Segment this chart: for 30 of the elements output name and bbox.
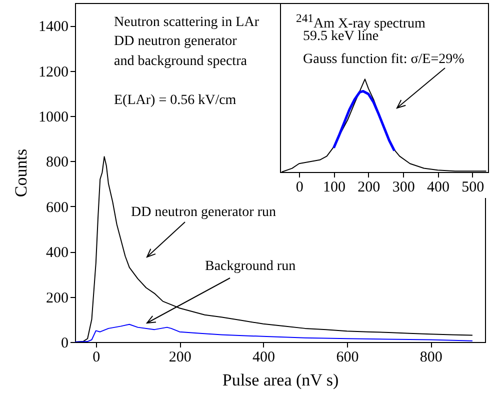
y-tick-label: 400 [46,245,68,262]
annotation: DD neutron generator run [131,205,276,221]
y-tick-label: 1400 [38,19,68,36]
x-tick-label: 600 [336,350,359,366]
x-tick-label: 0 [92,350,100,366]
x-tick-label: 500 [462,180,484,196]
x-tick-label: 200 [358,180,380,196]
annotation: Background run [205,259,296,275]
y-tick-label: 200 [46,290,68,306]
y-tick-label: 1200 [38,64,68,80]
y-tick-label: 1000 [38,110,68,126]
y-tick-label: 800 [46,154,68,171]
annotation: Gauss function fit: σ/E=29% [303,52,464,68]
x-tick-label: 100 [322,180,346,196]
x-tick-label: 800 [420,350,442,366]
annotation: and background spectra [114,54,247,70]
x-tick-label: 400 [426,180,450,196]
annotation: 59.5 keV line [303,29,379,45]
y-axis-title: Counts [12,148,30,198]
x-tick-label: 200 [168,350,192,366]
x-axis-title: Pulse area (nV s) [222,370,339,390]
x-tick-label: 0 [296,180,304,196]
x-tick-label: 400 [252,350,276,366]
line-series [75,324,473,342]
annotation: DD neutron generator [114,34,237,50]
annotation: Neutron scattering in LAr [114,15,260,31]
annotation: E(LAr) = 0.56 kV/cm [114,93,236,109]
x-tick-label: 300 [392,180,415,196]
y-tick-label: 600 [46,200,68,216]
y-tick-label: 0 [61,336,68,352]
